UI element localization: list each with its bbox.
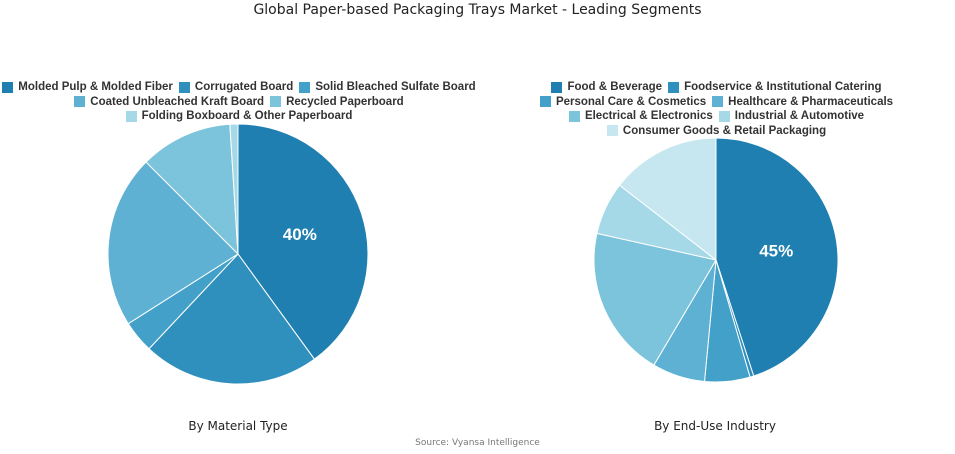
pie-data-label: 40% [283,225,317,244]
legend-label: Electrical & Electronics [584,110,713,122]
legend-label: Molded Pulp & Molded Fiber [18,81,173,93]
pie-slice [148,253,316,385]
legend-label: Industrial & Automotive [734,110,865,122]
legend-end-use-industry: Food & Beverage Foodservice & Institutio… [478,80,955,138]
legend-swatch [668,81,680,93]
legend-item: Recycled Paperboard [270,95,404,110]
legend-item: Molded Pulp & Molded Fiber [2,80,173,95]
pie-slice [715,137,839,377]
legend-item: Solid Bleached Sulfate Board [299,80,476,95]
legend-swatch [718,110,730,122]
legend-label: Food & Beverage [567,81,663,93]
legend-swatch [539,96,551,108]
pie-data-label: 45% [759,241,793,260]
legend-item: Consumer Goods & Retail Packaging [606,124,827,139]
legend-label: Coated Unbleached Kraft Board [90,95,265,108]
legend-label: Folding Boxboard & Other Paperboard [141,110,353,122]
legend-swatch [712,96,724,108]
legend-label: Corrugated Board [194,81,294,93]
legend-item: Foodservice & Institutional Catering [668,80,882,95]
pie-slice [237,123,369,360]
legend-material-type: Molded Pulp & Molded Fiber Corrugated Bo… [0,80,478,124]
subtitle-material-type: By Material Type [188,419,288,433]
legend-swatch [125,110,137,122]
pie-slice [229,123,239,255]
subtitle-end-use-industry: By End-Use Industry [654,419,776,433]
legend-swatch [2,81,14,93]
legend-label: Healthcare & Pharmaceuticals [728,95,894,108]
pie-slice [107,161,239,325]
legend-item: Food & Beverage [551,80,662,95]
chart-title: Global Paper-based Packaging Trays Marke… [253,2,702,18]
legend-label: Consumer Goods & Retail Packaging [622,124,827,137]
source-note: Source: Vyansa Intelligence [415,438,540,448]
legend-label: Solid Bleached Sulfate Board [315,81,476,93]
pie-slice [618,137,717,262]
legend-item: Healthcare & Pharmaceuticals [712,95,893,110]
legend-label: Foodservice & Institutional Catering [684,81,882,93]
legend-swatch [568,110,580,122]
legend-swatch [606,125,618,137]
legend-swatch [299,81,311,93]
legend-item: Folding Boxboard & Other Paperboard [125,109,353,124]
legend-swatch [74,96,86,108]
legend-item: Industrial & Automotive [718,109,865,124]
legend-item: Corrugated Board [178,80,294,95]
pie-slice [145,123,239,256]
legend-swatch [178,81,190,93]
pie-slice [593,232,717,366]
legend-label: Recycled Paperboard [286,95,404,108]
legend-swatch [270,96,282,108]
legend-swatch [551,81,563,93]
legend-item: Electrical & Electronics [568,109,713,124]
legend-item: Personal Care & Cosmetics [539,95,707,110]
legend-label: Personal Care & Cosmetics [555,95,707,108]
legend-item: Coated Unbleached Kraft Board [74,95,264,110]
